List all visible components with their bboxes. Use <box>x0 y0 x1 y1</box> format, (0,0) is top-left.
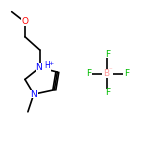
Text: +: + <box>48 61 53 66</box>
Text: F: F <box>105 88 110 97</box>
Text: ⁻: ⁻ <box>109 68 112 74</box>
Text: B: B <box>104 69 110 78</box>
Bar <box>85 70 92 77</box>
Text: N: N <box>30 90 37 99</box>
Text: O: O <box>21 18 28 27</box>
Text: H: H <box>44 61 50 70</box>
Text: N: N <box>36 63 42 72</box>
Text: F: F <box>124 69 129 78</box>
Bar <box>123 70 130 77</box>
Bar <box>104 89 111 96</box>
Bar <box>104 51 111 58</box>
Bar <box>29 90 38 98</box>
Text: F: F <box>105 50 110 59</box>
Bar <box>102 69 112 78</box>
Bar <box>21 18 29 26</box>
Text: F: F <box>86 69 91 78</box>
Bar <box>36 63 51 72</box>
